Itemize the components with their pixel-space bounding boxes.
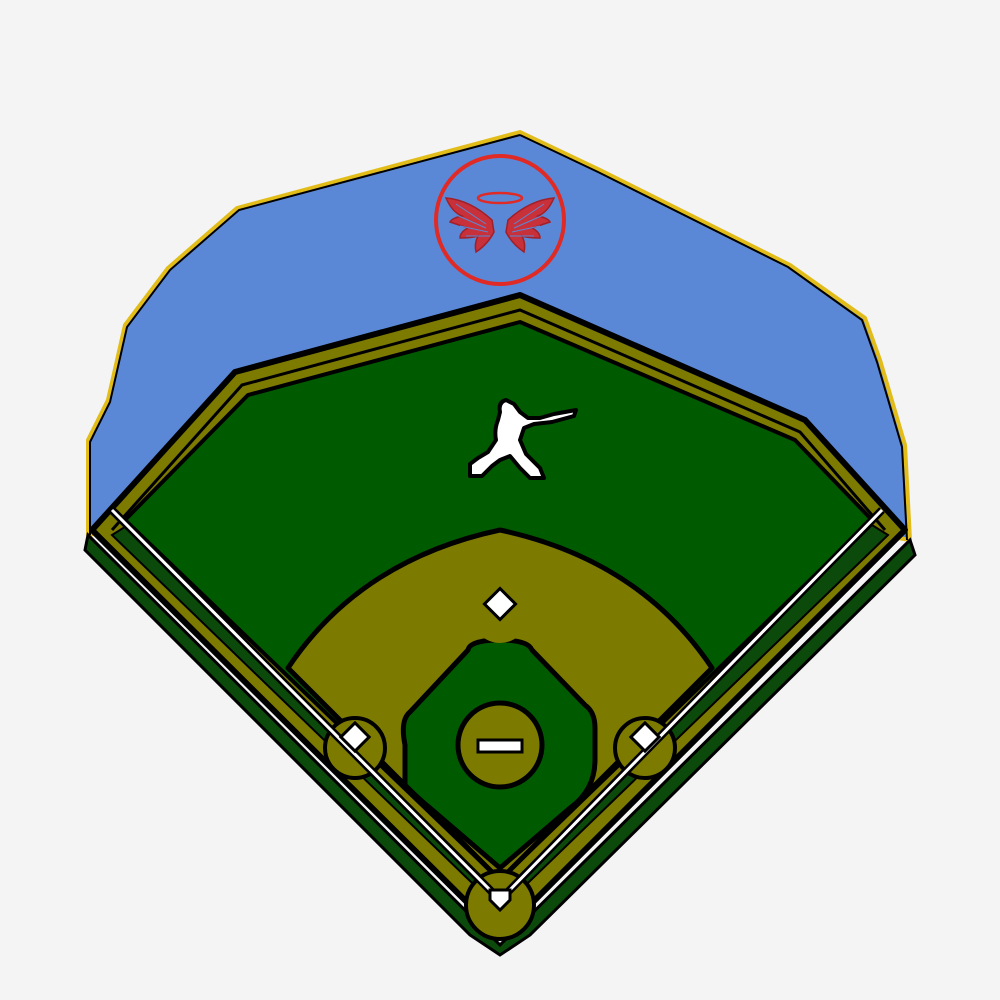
first-base <box>628 720 662 754</box>
stadium-base-shadow <box>83 531 917 957</box>
second-base <box>482 586 518 622</box>
third-base <box>338 720 372 754</box>
right-foul-line <box>498 508 884 902</box>
pitcher-rubber <box>476 738 524 754</box>
home-plate <box>488 888 512 913</box>
halo-wings-logo-icon <box>434 154 566 286</box>
wall-inner-line <box>110 308 887 532</box>
batter-silhouette-icon <box>468 398 578 480</box>
left-foul-line <box>110 508 502 902</box>
